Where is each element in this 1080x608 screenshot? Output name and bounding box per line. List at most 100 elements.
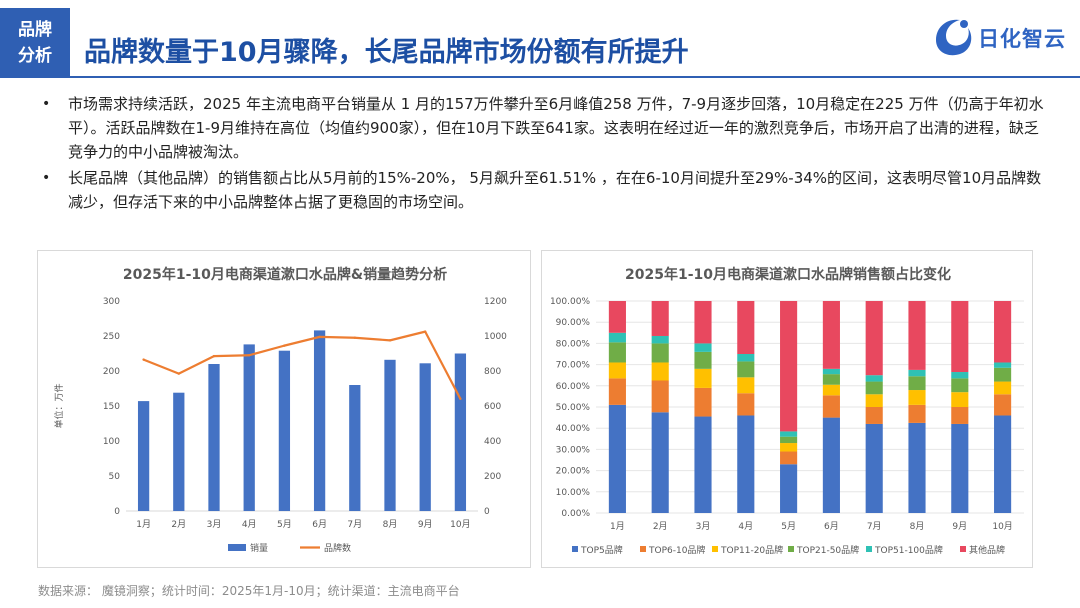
share-segment <box>694 301 712 344</box>
x-tick-label: 5月 <box>781 521 796 532</box>
share-segment <box>865 423 883 513</box>
legend-label: TOP21-50品牌 <box>796 544 859 556</box>
share-segment <box>780 464 798 513</box>
share-segment <box>994 415 1012 513</box>
brand-count-line <box>143 330 462 400</box>
share-segment <box>694 343 712 352</box>
chart-title: 2025年1-10月电商渠道漱口水品牌&销量趋势分析 <box>123 266 447 283</box>
share-segment <box>822 374 840 385</box>
share-segment <box>737 415 755 513</box>
x-tick-label: 9月 <box>952 521 967 532</box>
share-segment <box>608 362 626 379</box>
x-tick-label: 3月 <box>696 521 711 532</box>
y-tick-label: 100 <box>103 437 120 447</box>
logo-mark-icon <box>936 19 972 56</box>
brand-count-point <box>318 335 321 339</box>
page-title: 品牌数量于10月骤降，长尾品牌市场份额有所提升 <box>84 37 689 68</box>
share-segment <box>737 354 755 362</box>
share-segment <box>822 368 840 375</box>
share-segment <box>908 390 926 405</box>
share-segment <box>994 381 1012 395</box>
share-segment <box>780 443 798 452</box>
sales-brand-chart-panel: 2025年1-10月电商渠道漱口水品牌&销量趋势分析 单位：万件 0 50 100 150… <box>37 250 531 568</box>
y-tick-label: 300 <box>103 297 120 307</box>
bullet-text: 长尾品牌（其他品牌）的销售额占比从5月前的15%-20%， 5月飙升至61.51… <box>68 169 1042 211</box>
brand-count-point <box>177 372 180 375</box>
y-tick-label: 0.00% <box>561 509 590 519</box>
share-segment <box>780 431 798 437</box>
brand-count-point <box>283 344 286 347</box>
legend-swatch <box>640 546 646 552</box>
sales-bar <box>173 392 185 511</box>
x-tick-label: 6月 <box>824 521 839 532</box>
x-tick-label: 7月 <box>867 521 882 532</box>
section-badge: 品牌 分析 <box>0 8 70 78</box>
share-segment <box>994 301 1012 363</box>
x-tick-label: 2月 <box>171 519 186 530</box>
share-segment <box>737 361 755 378</box>
bullet-dot-icon: • <box>42 96 51 112</box>
legend-swatch <box>960 546 966 552</box>
share-segment <box>780 436 798 444</box>
y-tick-label: 0 <box>114 507 120 517</box>
legend-label-brands: 品牌数 <box>324 542 351 554</box>
x-tick-label: 3月 <box>207 519 222 530</box>
share-segment <box>651 380 669 413</box>
share-segment <box>737 301 755 354</box>
brand-count-point <box>459 397 462 401</box>
share-segment <box>908 376 926 391</box>
legend-label-sales: 销量 <box>250 542 268 554</box>
legend-swatch <box>712 546 718 552</box>
legend-swatch-sales <box>228 544 246 551</box>
share-segment <box>651 335 669 344</box>
y-tick-label: 250 <box>103 332 120 342</box>
share-segment <box>951 392 969 407</box>
x-tick-label: 10月 <box>992 521 1012 532</box>
x-tick-label: 8月 <box>383 519 398 530</box>
share-segment <box>651 362 669 381</box>
logo-text: 日化智云 <box>978 27 1066 51</box>
badge-line-1: 品牌 <box>18 20 52 40</box>
brand-count-point <box>388 339 392 342</box>
share-segment <box>822 384 840 396</box>
y2-tick-label: 600 <box>484 402 501 412</box>
data-source-note: 数据来源： 魔镜洞察；统计时间：2025年1月-10月；统计渠道：主流电商平台 <box>38 584 460 598</box>
share-segment <box>608 404 626 513</box>
chart-title: 2025年1-10月电商渠道漱口水品牌销售额占比变化 <box>625 266 951 283</box>
share-segment <box>951 301 969 373</box>
share-segment <box>608 342 626 363</box>
brand-count-point <box>353 336 356 339</box>
share-segment <box>908 301 926 370</box>
x-tick-label: 1月 <box>610 521 625 532</box>
share-segment <box>737 377 755 394</box>
sales-bar <box>137 401 150 511</box>
y-axis-label: 单位：万件 <box>53 383 65 428</box>
sales-bar <box>278 350 291 511</box>
y-tick-label: 100.00% <box>550 297 590 307</box>
y-tick-label: 80.00% <box>556 339 591 349</box>
share-segment <box>951 423 969 513</box>
x-tick-label: 5月 <box>277 519 292 530</box>
y-tick-label: 40.00% <box>556 424 591 434</box>
share-segment <box>822 395 840 418</box>
legend-label: TOP5品牌 <box>580 544 623 556</box>
sales-bar <box>208 364 220 511</box>
bullet-item: • 市场需求持续活跃，2025 年主流电商平台销量从 1 月的157万件攀升至6… <box>38 92 1048 164</box>
y-tick-label: 60.00% <box>556 382 591 392</box>
y2-tick-label: 200 <box>484 472 501 482</box>
sales-bar <box>349 385 361 511</box>
brand-count-point <box>142 358 145 361</box>
y-tick-label: 10.00% <box>556 488 591 498</box>
share-segment <box>908 422 926 513</box>
legend-label: 其他品牌 <box>969 544 1005 556</box>
share-stacked-chart: 2025年1-10月电商渠道漱口水品牌销售额占比变化 0.00% 10.00% 20.… <box>550 266 1024 556</box>
share-segment <box>651 301 669 336</box>
x-tick-label: 2月 <box>653 521 668 532</box>
share-segment <box>780 451 798 465</box>
brand-count-point <box>424 330 427 333</box>
share-segment <box>694 387 712 417</box>
share-segment <box>822 417 840 513</box>
sales-bar <box>384 359 396 511</box>
legend-swatch <box>572 546 578 552</box>
